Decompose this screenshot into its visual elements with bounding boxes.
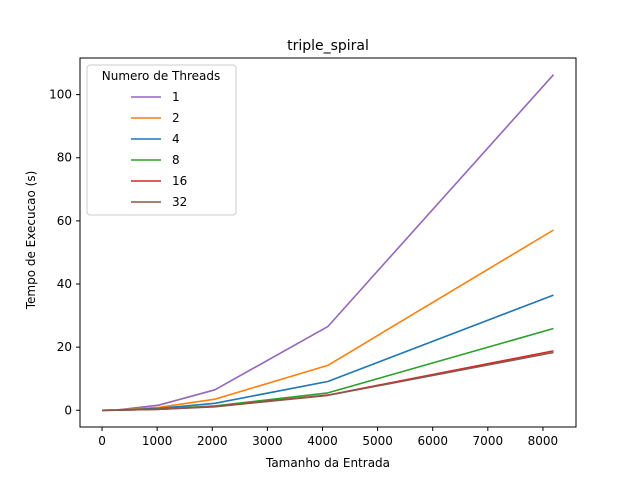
x-tick-label: 0 (98, 434, 106, 448)
y-axis-ticks: 0 20 40 60 80 100 (49, 88, 80, 417)
legend-title: Numero de Threads (102, 69, 221, 83)
chart-title: triple_spiral (287, 38, 369, 54)
legend-label-32: 32 (172, 195, 187, 209)
y-tick-label: 60 (57, 214, 72, 228)
plot-frame (79, 57, 577, 428)
y-tick-label: 0 (64, 403, 72, 417)
x-tick-label: 7000 (473, 434, 504, 448)
legend-label-2: 2 (172, 111, 180, 125)
legend-entries: 1 2 4 8 16 32 (131, 90, 187, 209)
x-tick-label: 8000 (528, 434, 559, 448)
legend: Numero de Threads 1 2 4 8 16 32 (86, 64, 237, 216)
x-axis-label: Tamanho da Entrada (265, 456, 390, 470)
x-tick-label: 2000 (197, 434, 228, 448)
series-line-8 (101, 327, 554, 412)
x-tick-label: 5000 (362, 434, 393, 448)
x-tick-label: 4000 (307, 434, 338, 448)
plot-series-group (101, 74, 555, 412)
legend-label-16: 16 (172, 174, 187, 188)
x-tick-label: 1000 (142, 434, 173, 448)
series-line-32 (101, 351, 554, 412)
legend-label-8: 8 (172, 153, 180, 167)
x-axis-ticks: 0 1000 2000 3000 4000 5000 6000 7000 8000 (98, 427, 558, 448)
y-tick-label: 20 (57, 340, 72, 354)
series-line-2 (101, 229, 554, 412)
legend-label-4: 4 (172, 132, 180, 146)
legend-label-1: 1 (172, 90, 180, 104)
y-tick-label: 100 (49, 88, 72, 102)
y-axis-label: Tempo de Execucao (s) (24, 171, 38, 311)
x-tick-label: 6000 (417, 434, 448, 448)
y-tick-label: 40 (57, 277, 72, 291)
y-tick-label: 80 (57, 151, 72, 165)
legend-box (86, 64, 237, 216)
x-tick-label: 3000 (252, 434, 283, 448)
